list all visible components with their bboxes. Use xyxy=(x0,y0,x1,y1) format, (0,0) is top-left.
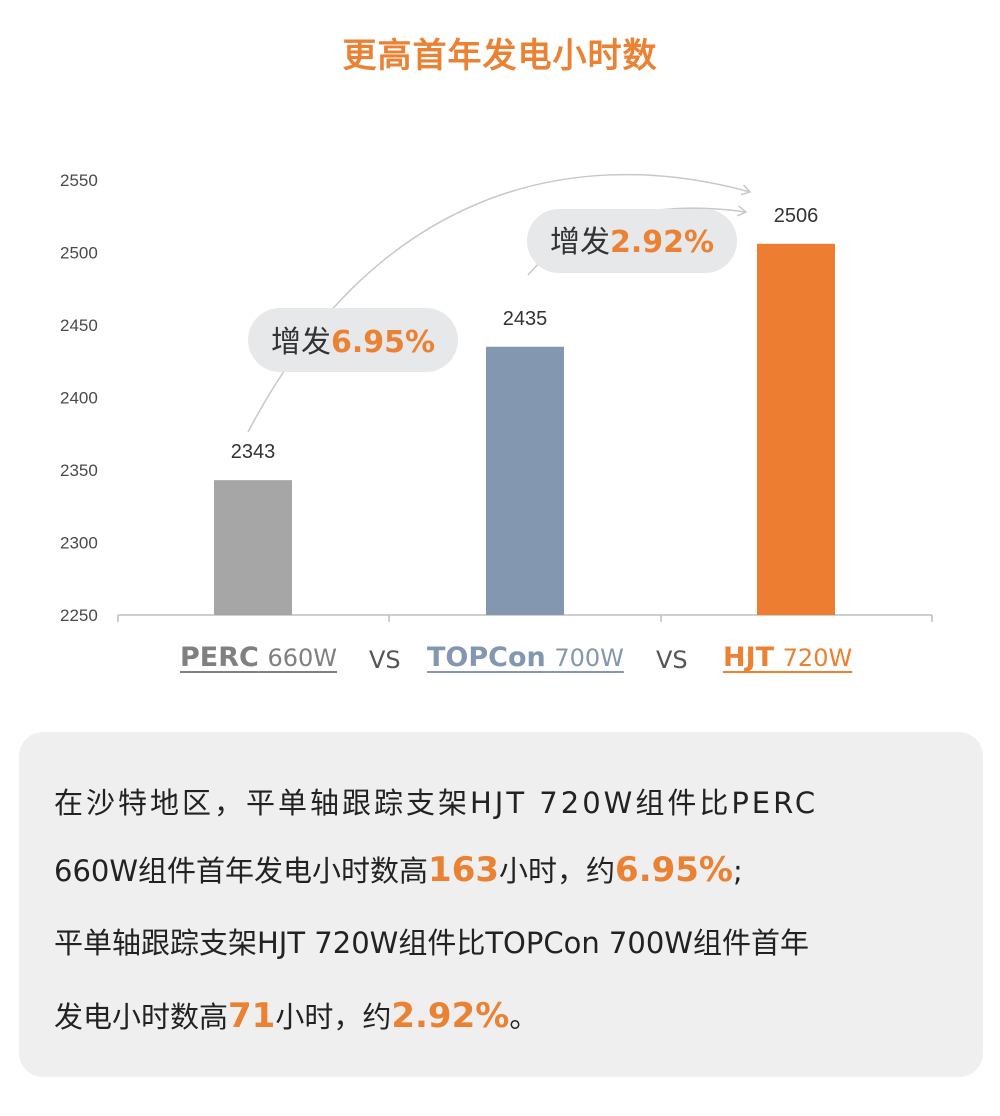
category-label-perc: PERC 660W xyxy=(180,642,337,673)
y-tick-label: 2350 xyxy=(60,461,98,480)
bar-value-label: 2506 xyxy=(774,205,819,227)
category-label-hjt: HJT 720W xyxy=(723,642,852,673)
category-power: 660W xyxy=(267,644,337,672)
summary-highlight: 163 xyxy=(428,850,500,890)
bar xyxy=(214,480,292,615)
y-tick-label: 2250 xyxy=(60,606,98,625)
category-name: HJT xyxy=(723,642,775,673)
annotation-bubble-topcon: 增发2.92% xyxy=(527,209,737,273)
bar-value-label: 2435 xyxy=(503,308,548,330)
vs-label: VS xyxy=(656,646,688,674)
bar-value-label: 2343 xyxy=(231,441,276,463)
annotation-value: 2.92% xyxy=(610,225,714,260)
summary-text: 660W组件首年发电小时数高 xyxy=(54,854,429,888)
summary-line-3: 平单轴跟踪支架HJT 720W组件比TOPCon 700W组件首年 xyxy=(54,926,809,960)
category-name: PERC xyxy=(180,642,259,673)
summary-line-4: 发电小时数高71小时，约2.92%。 xyxy=(54,994,538,1036)
bar xyxy=(757,243,835,616)
summary-highlight: 71 xyxy=(228,996,276,1036)
category-power: 700W xyxy=(554,644,624,672)
category-power: 720W xyxy=(782,644,853,672)
annotation-prefix: 增发 xyxy=(550,225,610,260)
category-name: TOPCon xyxy=(427,642,546,673)
summary-highlight: 6.95% xyxy=(615,850,733,890)
summary-highlight: 2.92% xyxy=(391,996,510,1036)
summary-text: 小时，约 xyxy=(499,854,616,888)
y-tick-label: 2400 xyxy=(60,389,98,408)
vs-label: VS xyxy=(369,646,401,674)
category-label-topcon: TOPCon 700W xyxy=(427,642,624,673)
y-axis: 2250 2300 2350 2400 2450 2500 2550 xyxy=(60,171,98,625)
y-tick-label: 2450 xyxy=(60,316,98,335)
y-tick-label: 2500 xyxy=(60,244,98,263)
bar xyxy=(486,346,564,615)
bars: 2343 2435 2506 xyxy=(214,205,835,616)
y-tick-label: 2550 xyxy=(60,171,98,190)
annotation-prefix: 增发 xyxy=(271,325,331,360)
summary-box: 在沙特地区，平单轴跟踪支架HJT 720W组件比PERC 660W组件首年发电小… xyxy=(19,732,983,1077)
annotation-bubble-perc: 增发6.95% xyxy=(248,308,458,372)
summary-text: 。 xyxy=(509,1000,539,1034)
summary-text: 小时，约 xyxy=(275,1000,392,1034)
summary-text: ; xyxy=(733,854,743,888)
summary-line-2: 660W组件首年发电小时数高163小时，约6.95%; xyxy=(54,848,743,890)
annotation-value: 6.95% xyxy=(331,325,435,360)
bar-chart: 2250 2300 2350 2400 2450 2500 2550 2343 2435 250… xyxy=(60,171,933,625)
summary-text: 发电小时数高 xyxy=(54,1000,229,1034)
svg-text:增发6.95%: 增发6.95% xyxy=(271,325,435,360)
chart-title: 更高首年发电小时数 xyxy=(342,36,658,76)
svg-text:增发2.92%: 增发2.92% xyxy=(550,225,714,260)
y-tick-label: 2300 xyxy=(60,534,98,553)
summary-line-1: 在沙特地区，平单轴跟踪支架HJT 720W组件比PERC xyxy=(54,786,819,820)
